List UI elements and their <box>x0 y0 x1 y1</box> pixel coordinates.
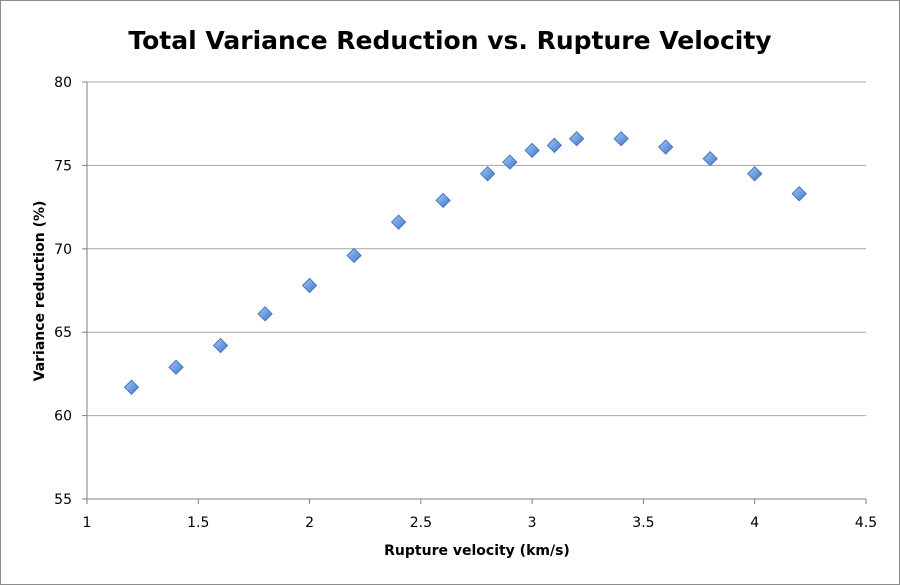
data-point <box>168 359 184 375</box>
x-tick-label: 4.5 <box>855 515 877 531</box>
data-point <box>747 166 763 182</box>
y-tick-label: 65 <box>54 325 72 341</box>
y-tick-label: 75 <box>54 158 72 174</box>
data-point <box>346 247 362 264</box>
data-points <box>123 131 807 395</box>
data-point <box>435 192 451 209</box>
data-point <box>257 306 273 322</box>
data-point <box>546 137 563 154</box>
data-point <box>568 131 585 147</box>
data-point <box>390 214 407 230</box>
axes: 55 60 65 70 75 80 1 1.5 2 2.5 3 3.5 4 4.5 <box>54 75 877 531</box>
x-tick-label: 3 <box>528 515 537 531</box>
y-tick-label: 70 <box>54 242 72 258</box>
x-tick-label: 1.5 <box>187 515 209 531</box>
x-axis-label: Rupture velocity (km/s) <box>384 543 570 559</box>
data-point <box>301 277 318 294</box>
x-tick-label: 1 <box>83 515 92 531</box>
data-point <box>613 131 629 147</box>
data-point <box>657 139 674 155</box>
x-tick-label: 2.5 <box>410 515 432 531</box>
data-point <box>212 337 229 354</box>
data-point <box>479 166 496 182</box>
x-tick-label: 2 <box>305 515 314 531</box>
y-tick-label: 55 <box>54 492 72 508</box>
data-point <box>524 142 540 159</box>
x-tick-label: 4 <box>750 515 759 531</box>
y-tick-label: 60 <box>54 409 72 425</box>
data-point <box>502 154 518 170</box>
y-tick-label: 80 <box>54 75 72 91</box>
y-axis-label: Variance reduction (%) <box>32 201 48 382</box>
chart-title: Total Variance Reduction vs. Rupture Vel… <box>128 26 771 55</box>
x-tick-label: 3.5 <box>632 515 654 531</box>
gridlines <box>87 81 866 417</box>
data-point <box>791 186 807 202</box>
data-point <box>702 151 718 167</box>
data-point <box>123 379 140 395</box>
